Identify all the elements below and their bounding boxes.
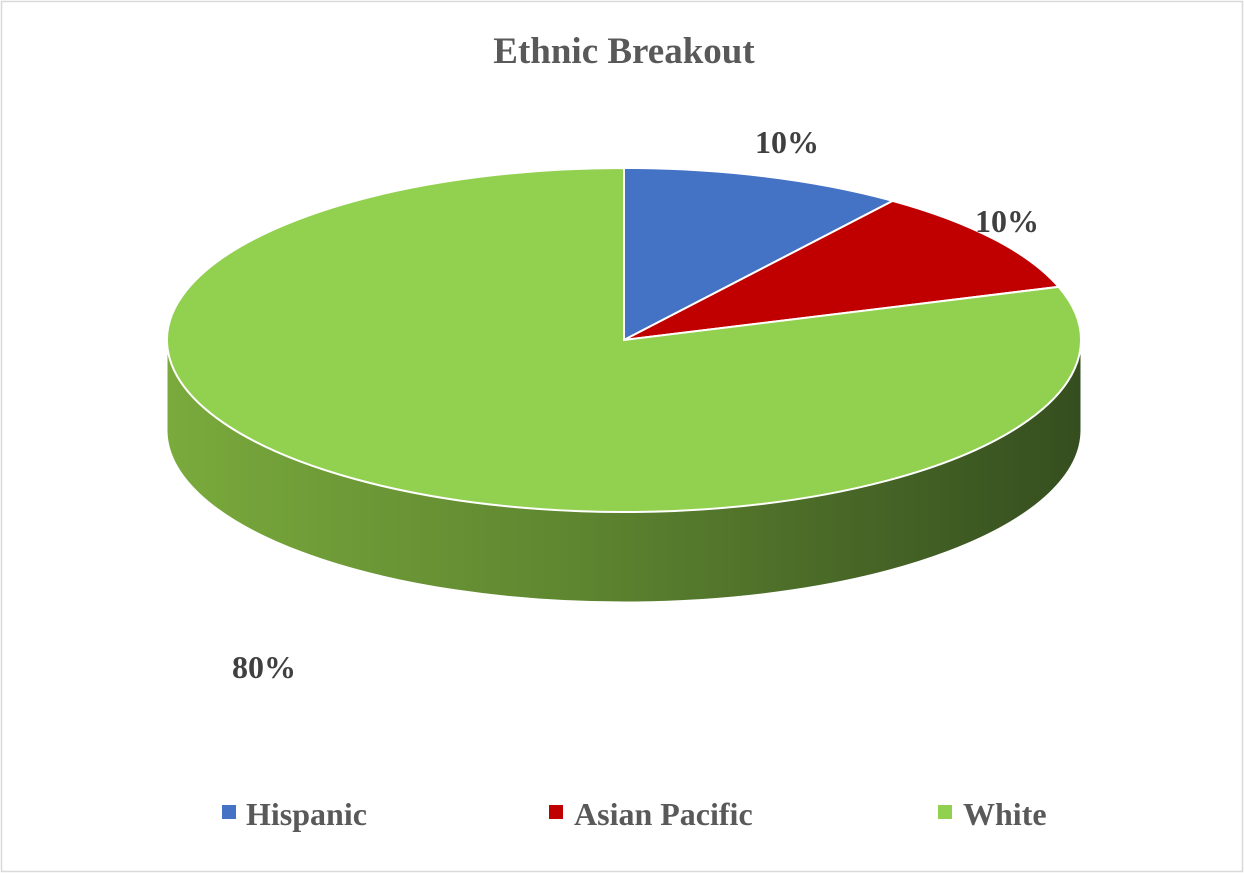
legend-label-asian-pacific: Asian Pacific [574,796,753,832]
pie-slice-asian-pacific [623,199,1061,341]
legend-label-hispanic: Hispanic [246,796,367,832]
pie-slice-hispanic [623,166,896,342]
chart-title: Ethnic Breakout [493,31,755,72]
legend: Hispanic Asian Pacific White [222,796,1047,832]
data-label-white: 80% [232,649,296,685]
legend-swatch-hispanic [222,805,236,819]
legend-swatch-asian-pacific [549,805,563,819]
legend-label-white: White [963,796,1047,832]
legend-swatch-white [938,805,952,819]
pie-slice-white [166,166,1082,513]
data-label-asian-pacific: 10% [975,203,1039,239]
pie-slices [166,166,1082,513]
data-label-hispanic: 10% [755,124,819,160]
